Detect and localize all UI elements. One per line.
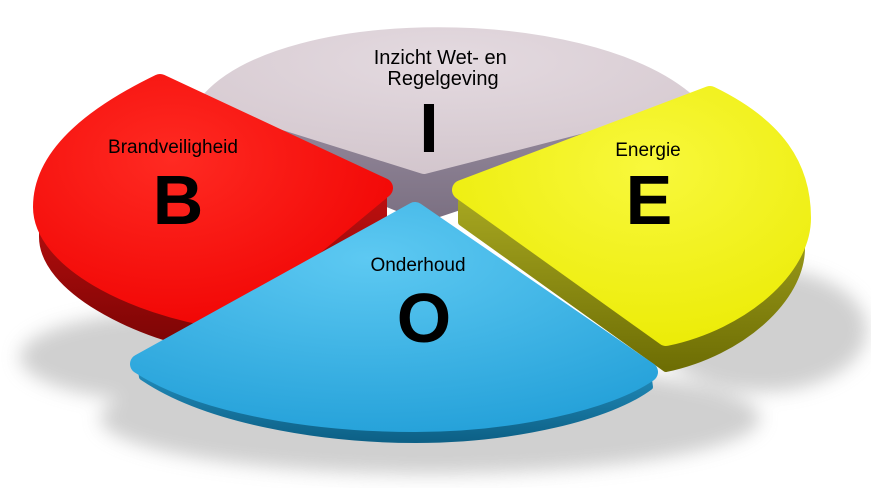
slice-onderhoud-top-face bbox=[130, 202, 658, 432]
letter-b: B bbox=[153, 161, 204, 239]
slice-brandveiligheid-top-face bbox=[33, 74, 393, 329]
slice-labels: Inzicht Wet- en Regelgeving I Brandveili… bbox=[108, 47, 681, 357]
label-inzicht-line2: Regelgeving bbox=[387, 68, 498, 90]
label-inzicht: Inzicht Wet- en Regelgeving bbox=[374, 47, 513, 90]
label-brandveiligheid: Brandveiligheid bbox=[108, 137, 238, 158]
label-inzicht-line1: Inzicht Wet- en bbox=[374, 47, 507, 69]
letter-o: O bbox=[397, 279, 451, 357]
slice-brandveiligheid bbox=[33, 74, 393, 355]
slice-energie bbox=[452, 86, 811, 372]
slice-onderhoud bbox=[130, 202, 658, 443]
letter-e: E bbox=[626, 161, 673, 239]
label-onderhoud: Onderhoud bbox=[370, 255, 465, 276]
slice-inzicht-top-face bbox=[202, 27, 693, 174]
letter-i: I bbox=[419, 89, 438, 167]
slice-energie-top-face bbox=[452, 86, 811, 346]
label-energie: Energie bbox=[615, 140, 681, 161]
